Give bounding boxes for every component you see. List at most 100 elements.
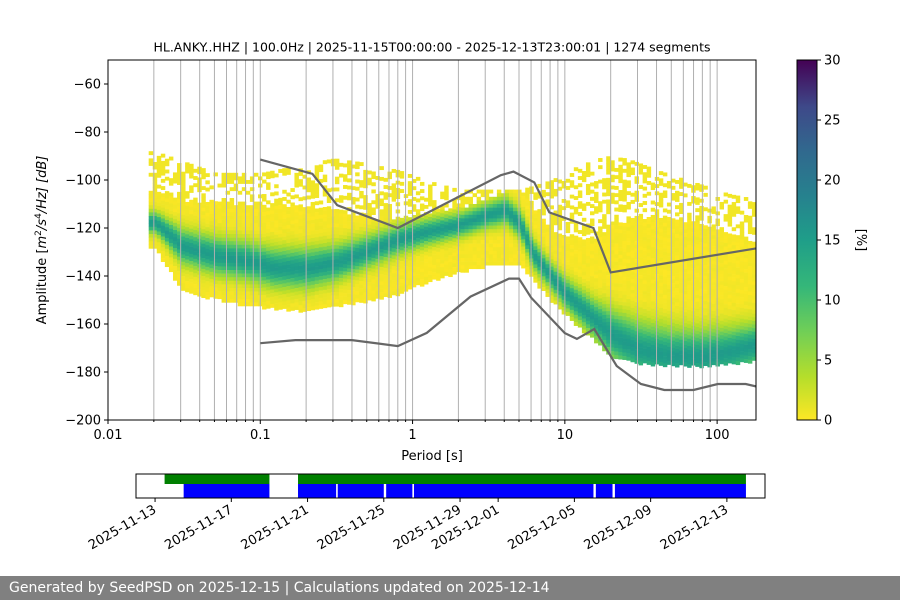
heatmap-cell bbox=[715, 276, 720, 281]
heatmap-cell bbox=[638, 275, 644, 279]
heatmap-cell bbox=[209, 275, 214, 280]
heatmap-cell bbox=[310, 187, 316, 192]
heatmap-cell bbox=[695, 247, 700, 252]
heatmap-cell bbox=[322, 221, 328, 226]
heatmap-cell bbox=[185, 284, 190, 289]
heatmap-cell bbox=[735, 238, 741, 243]
heatmap-cell bbox=[626, 165, 631, 170]
heatmap-cell bbox=[723, 199, 729, 204]
heatmap-cell bbox=[233, 298, 239, 303]
heatmap-cell bbox=[719, 306, 725, 311]
heatmap-cell bbox=[371, 268, 376, 273]
heatmap-cell bbox=[500, 232, 506, 237]
heatmap-cell bbox=[415, 227, 421, 232]
heatmap-cell bbox=[622, 240, 627, 245]
heatmap-cell bbox=[735, 321, 741, 326]
heatmap-cell bbox=[553, 214, 559, 219]
heatmap-cell bbox=[699, 317, 704, 322]
heatmap-cell bbox=[379, 234, 384, 239]
heatmap-cell bbox=[622, 204, 627, 209]
heatmap-cell bbox=[472, 243, 478, 248]
heatmap-cell bbox=[743, 269, 749, 273]
heatmap-cell bbox=[711, 300, 716, 304]
heatmap-cell bbox=[577, 176, 583, 180]
heatmap-cell bbox=[290, 238, 295, 243]
heatmap-cell bbox=[444, 261, 449, 266]
heatmap-cell bbox=[290, 245, 295, 250]
heatmap-cell bbox=[533, 231, 538, 236]
heatmap-cell bbox=[703, 261, 708, 266]
heatmap-cell bbox=[432, 243, 437, 248]
heatmap-cell bbox=[209, 243, 214, 247]
heatmap-cell bbox=[237, 241, 243, 246]
heatmap-cell bbox=[585, 277, 591, 282]
heatmap-cell bbox=[189, 170, 194, 175]
heatmap-cell bbox=[731, 342, 737, 347]
heatmap-cell bbox=[707, 233, 712, 238]
heatmap-cell bbox=[585, 230, 591, 235]
heatmap-cell bbox=[703, 236, 708, 241]
heatmap-cell bbox=[638, 361, 644, 366]
heatmap-cell bbox=[168, 206, 174, 211]
heatmap-cell bbox=[638, 185, 644, 189]
heatmap-cell bbox=[598, 179, 603, 184]
heatmap-cell bbox=[286, 239, 291, 244]
heatmap-cell bbox=[351, 272, 356, 277]
heatmap-cell bbox=[253, 244, 259, 249]
heatmap-cell bbox=[541, 193, 546, 198]
heatmap-cell bbox=[739, 351, 745, 355]
heatmap-cell bbox=[727, 298, 733, 303]
heatmap-cell bbox=[606, 177, 611, 182]
heatmap-cell bbox=[168, 246, 174, 251]
heatmap-cell bbox=[662, 172, 668, 177]
heatmap-cell bbox=[683, 261, 688, 266]
heatmap-cell bbox=[172, 258, 178, 263]
heatmap-cell bbox=[476, 243, 482, 248]
heatmap-cell bbox=[156, 202, 162, 207]
heatmap-cell bbox=[286, 170, 291, 175]
heatmap-cell bbox=[266, 211, 271, 216]
heatmap-cell bbox=[379, 277, 384, 282]
heatmap-cell bbox=[573, 300, 579, 305]
heatmap-cell bbox=[666, 350, 672, 355]
heatmap-cell bbox=[614, 261, 619, 266]
heatmap-cell bbox=[622, 309, 627, 314]
heatmap-cell bbox=[662, 294, 668, 299]
heatmap-cell bbox=[650, 362, 656, 367]
heatmap-cell bbox=[638, 303, 644, 308]
heatmap-cell bbox=[314, 183, 320, 188]
heatmap-cell bbox=[666, 303, 672, 308]
heatmap-cell bbox=[610, 282, 615, 287]
heatmap-cell bbox=[585, 248, 591, 253]
heatmap-cell bbox=[306, 231, 312, 236]
heatmap-cell bbox=[715, 319, 720, 324]
heatmap-cell bbox=[468, 247, 473, 252]
heatmap-cell bbox=[504, 243, 510, 248]
heatmap-cell bbox=[298, 229, 303, 234]
heatmap-cell bbox=[347, 232, 352, 237]
heatmap-cell bbox=[185, 288, 190, 293]
heatmap-cell bbox=[743, 236, 749, 241]
heatmap-cell bbox=[338, 234, 344, 239]
heatmap-cell bbox=[168, 156, 174, 161]
heatmap-cell bbox=[557, 240, 563, 245]
heatmap-cell bbox=[152, 201, 158, 206]
heatmap-cell bbox=[618, 319, 623, 324]
heatmap-cell bbox=[253, 226, 259, 231]
heatmap-cell bbox=[310, 266, 316, 271]
heatmap-cell bbox=[375, 255, 380, 260]
heatmap-cell bbox=[355, 287, 360, 292]
heatmap-cell bbox=[472, 211, 478, 216]
heatmap-cell bbox=[464, 222, 469, 226]
heatmap-cell bbox=[549, 226, 554, 231]
heatmap-cell bbox=[703, 322, 708, 327]
heatmap-cell bbox=[598, 269, 603, 274]
heatmap-cell bbox=[444, 268, 449, 273]
heatmap-cell bbox=[606, 239, 611, 243]
heatmap-cell bbox=[322, 282, 328, 287]
heatmap-cell bbox=[302, 210, 307, 215]
heatmap-cell bbox=[286, 217, 291, 222]
heatmap-cell bbox=[322, 289, 328, 294]
heatmap-cell bbox=[492, 229, 498, 234]
heatmap-cell bbox=[751, 288, 756, 293]
